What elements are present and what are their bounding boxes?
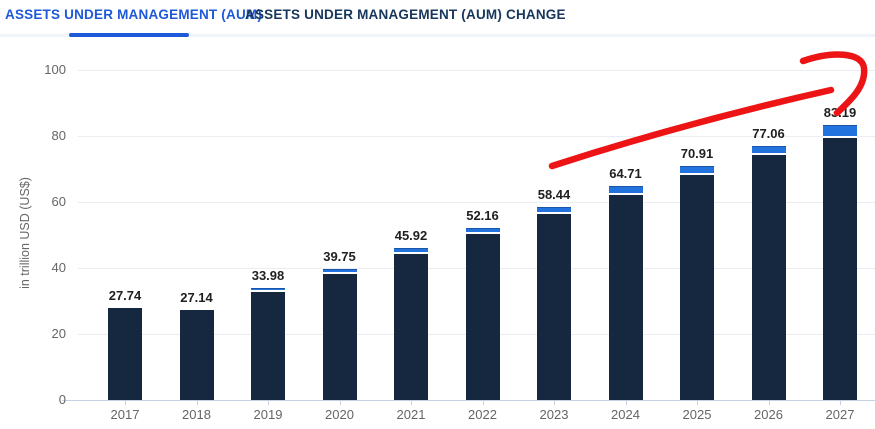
y-tick-label: 0 (58, 392, 66, 407)
x-axis-line (62, 400, 875, 401)
bar-cap-separator (251, 290, 285, 293)
x-axis-label: 2018 (182, 407, 211, 422)
y-tick-label: 20 (51, 326, 66, 341)
tab-bar: ASSETS UNDER MANAGEMENT (AUM) ASSETS UND… (0, 0, 875, 38)
x-axis-tick (625, 401, 627, 405)
x-axis-label: 2017 (110, 407, 140, 422)
bar-2023[interactable] (537, 207, 571, 400)
bar-cap-segment (394, 248, 428, 252)
bar-cap-segment (680, 166, 714, 173)
bar-body-segment (108, 308, 142, 400)
bar-cap-separator (537, 212, 571, 215)
x-axis-label: 2022 (468, 407, 497, 422)
bar-body-segment (608, 194, 643, 400)
bar-cap-separator (608, 192, 643, 195)
bar-2022[interactable] (465, 227, 500, 400)
bar-cap-segment (251, 287, 285, 291)
x-axis-tick (411, 401, 412, 405)
x-axis-label: 2026 (754, 407, 783, 422)
tab-divider (0, 34, 875, 37)
x-axis-tick (196, 401, 198, 405)
y-tick-label: 100 (44, 62, 66, 77)
x-axis-label: 2024 (611, 407, 640, 422)
bar-2019[interactable] (251, 287, 285, 400)
bar-cap-segment (465, 227, 500, 233)
x-axis-label: 2021 (396, 407, 426, 422)
bar-value-label: 33.98 (251, 267, 285, 283)
bar-cap-segment (322, 268, 357, 273)
bar-2017[interactable] (108, 308, 142, 400)
bar-body-segment (322, 274, 357, 400)
x-axis-label: 2025 (682, 407, 712, 422)
bar-body-segment (680, 174, 714, 400)
x-axis-label: 2027 (825, 407, 855, 422)
x-axis-label: 2023 (539, 407, 569, 422)
bar-value-label: 27.14 (180, 290, 213, 306)
bar-value-label: 64.71 (609, 166, 642, 182)
x-axis-tick (768, 401, 770, 405)
x-axis-tick (554, 401, 555, 405)
bar-value-label: 45.92 (394, 228, 428, 244)
bar-value-label: 77.06 (752, 125, 785, 141)
gridline (78, 70, 875, 71)
bar-2020[interactable] (322, 268, 357, 400)
y-tick-label: 60 (51, 194, 66, 209)
bar-2027[interactable] (823, 125, 857, 400)
arrow-head (799, 51, 868, 117)
bar-body-segment (251, 292, 285, 400)
gridline (78, 202, 875, 203)
tab-assets-under-management[interactable]: ASSETS UNDER MANAGEMENT (AUM) (5, 7, 263, 22)
bar-cap-segment (537, 207, 571, 213)
x-axis-tick (268, 401, 269, 405)
bar-cap-separator (823, 135, 857, 138)
bar-value-label: 58.44 (537, 187, 571, 203)
bar-cap-separator (680, 172, 714, 175)
x-axis-tick (482, 401, 484, 405)
bar-body-segment (465, 234, 500, 400)
bar-value-label: 83.19 (823, 105, 857, 121)
bar-value-label: 52.16 (466, 207, 499, 223)
bar-2018[interactable] (179, 310, 214, 400)
bar-body-segment (823, 137, 857, 400)
tab-assets-under-management-change[interactable]: ASSETS UNDER MANAGEMENT (AUM) CHANGE (245, 7, 566, 22)
x-axis-tick (339, 401, 341, 405)
x-axis-tick (125, 401, 126, 405)
bar-cap-separator (322, 272, 357, 275)
bar-cap-separator (394, 251, 428, 254)
y-tick-label: 40 (51, 260, 66, 275)
bar-cap-segment (751, 145, 786, 153)
bar-body-segment (537, 214, 571, 400)
gridline (78, 136, 875, 137)
active-tab-underline (69, 33, 189, 37)
bar-2026[interactable] (751, 145, 786, 400)
x-axis-tick (697, 401, 698, 405)
x-axis-label: 2019 (253, 407, 283, 422)
bar-2021[interactable] (394, 248, 428, 400)
bar-cap-segment (823, 125, 857, 136)
bar-2025[interactable] (680, 166, 714, 400)
x-axis-tick (840, 401, 841, 405)
bar-value-label: 27.74 (108, 288, 142, 304)
bar-body-segment (179, 310, 214, 400)
bar-body-segment (751, 154, 786, 400)
bar-value-label: 70.91 (680, 146, 714, 161)
bar-value-label: 39.75 (323, 248, 356, 264)
y-tick-label: 80 (51, 128, 66, 143)
x-axis-label: 2020 (325, 407, 354, 422)
bar-cap-segment (608, 186, 643, 193)
bar-body-segment (394, 253, 428, 400)
bar-cap-separator (465, 232, 500, 235)
bar-2024[interactable] (608, 186, 643, 400)
